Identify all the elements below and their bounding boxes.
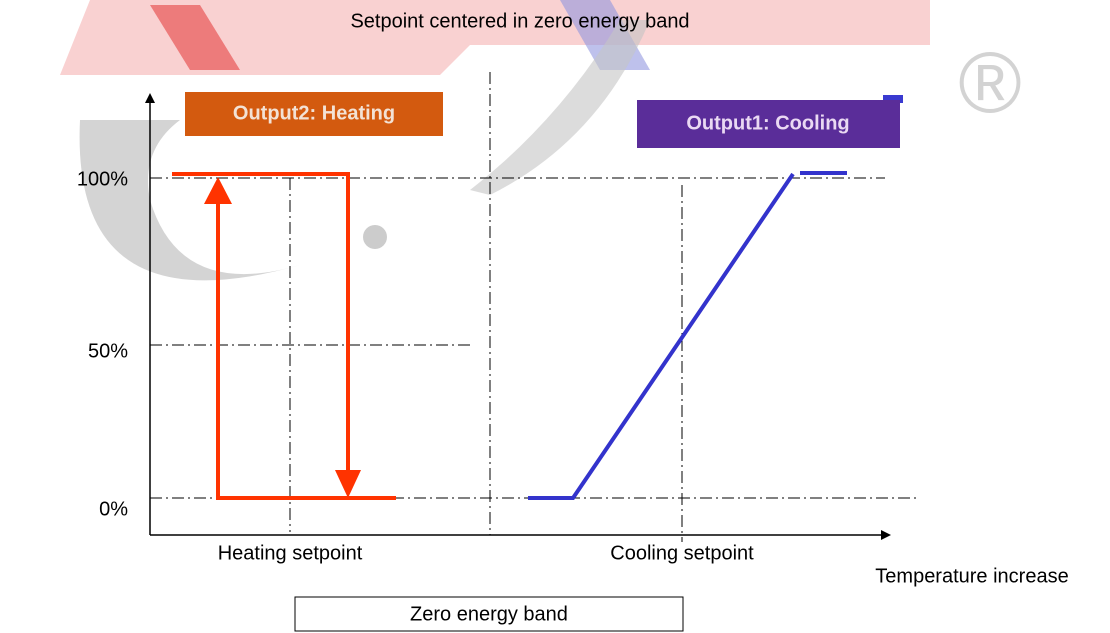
band-box: [294, 596, 684, 632]
cooling-curve: [528, 172, 795, 500]
watermark-shape: [79, 120, 300, 281]
watermark-band: [60, 0, 930, 75]
y-label: 100%: [77, 168, 128, 190]
y-label: 0%: [99, 498, 128, 520]
title: Setpoint centered in zero energy band: [350, 10, 689, 32]
watermark-text: ®: [958, 36, 1021, 132]
x-axis-label: Temperature increase: [875, 565, 1068, 587]
cooling-box: [637, 100, 900, 148]
watermark-shape: [470, 20, 650, 195]
x-label: Heating setpoint: [218, 542, 363, 564]
watermark-band: [150, 5, 240, 70]
y-label: 50%: [88, 340, 128, 362]
arrow-head: [335, 470, 361, 498]
cooling-label: Output1: Cooling: [686, 112, 849, 134]
watermark: ®: [60, 0, 1022, 281]
arrow-head: [204, 177, 232, 204]
heating-box: [185, 92, 443, 136]
heating-label: Output2: Heating: [233, 102, 395, 124]
watermark-dot: [363, 225, 387, 249]
watermark-band: [883, 95, 903, 103]
x-label: Cooling setpoint: [610, 542, 754, 564]
band-label: Zero energy band: [410, 603, 568, 625]
heating-curve: [172, 172, 396, 500]
